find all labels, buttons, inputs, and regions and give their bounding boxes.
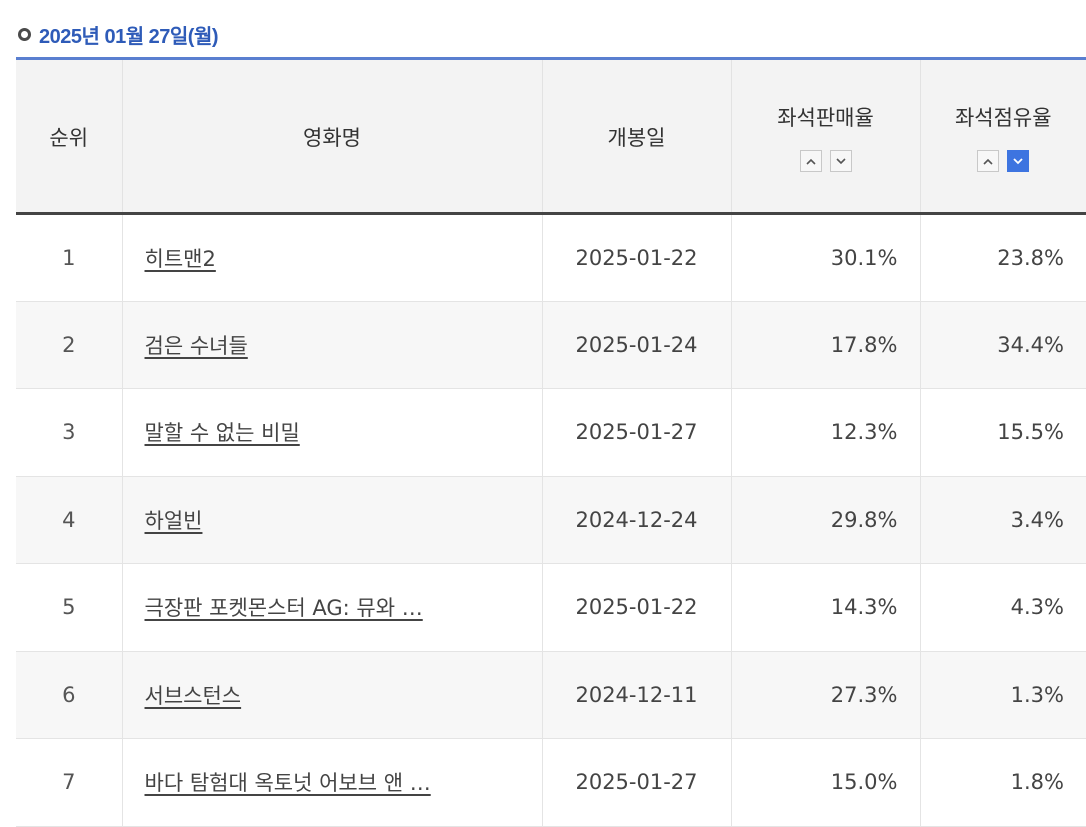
table-row: 2 검은 수녀들 2025-01-24 17.8% 34.4% (16, 301, 1086, 389)
table-row: 1 히트맨2 2025-01-22 30.1% 23.8% (16, 214, 1086, 302)
seat-share-cell: 34.4% (920, 301, 1086, 389)
sales-sort-desc-button[interactable] (830, 150, 852, 172)
seat-sales-cell: 29.8% (731, 476, 920, 564)
col-sales: 좌석판매율 (731, 59, 920, 214)
rank-cell: 2 (16, 301, 122, 389)
seat-share-cell: 1.3% (920, 651, 1086, 739)
share-sort-asc-button[interactable] (977, 150, 999, 172)
ring-icon (18, 28, 31, 41)
chevron-down-icon (1013, 158, 1023, 165)
seat-share-cell: 23.8% (920, 214, 1086, 302)
share-sort-desc-button[interactable] (1007, 150, 1029, 172)
col-share-label: 좌석점유율 (921, 102, 1086, 132)
movie-title-link[interactable]: 말할 수 없는 비밀 (145, 421, 300, 445)
seat-share-table: 순위 영화명 개봉일 좌석판매율 좌석점유율 (16, 57, 1086, 827)
rank-cell: 3 (16, 389, 122, 477)
release-date-cell: 2024-12-11 (542, 651, 731, 739)
table-row: 5 극장판 포켓몬스터 AG: 뮤와 … 2025-01-22 14.3% 4.… (16, 564, 1086, 652)
seat-sales-cell: 12.3% (731, 389, 920, 477)
release-date-cell: 2025-01-27 (542, 389, 731, 477)
col-sales-label: 좌석판매율 (732, 102, 920, 132)
movie-title-link[interactable]: 하얼빈 (145, 509, 203, 533)
seat-share-cell: 1.8% (920, 739, 1086, 827)
movie-title-link[interactable]: 검은 수녀들 (145, 334, 248, 358)
seat-share-cell: 3.4% (920, 476, 1086, 564)
col-release: 개봉일 (542, 59, 731, 214)
seat-sales-cell: 15.0% (731, 739, 920, 827)
movie-title-link[interactable]: 바다 탐험대 옥토넛 어보브 앤 … (145, 771, 431, 795)
rank-cell: 6 (16, 651, 122, 739)
release-date-cell: 2024-12-24 (542, 476, 731, 564)
rank-cell: 1 (16, 214, 122, 302)
release-date-cell: 2025-01-22 (542, 564, 731, 652)
col-share: 좌석점유율 (920, 59, 1086, 214)
rank-cell: 5 (16, 564, 122, 652)
release-date-cell: 2025-01-22 (542, 214, 731, 302)
col-rank: 순위 (16, 59, 122, 214)
sales-sort-asc-button[interactable] (800, 150, 822, 172)
seat-sales-cell: 27.3% (731, 651, 920, 739)
rank-cell: 4 (16, 476, 122, 564)
date-header: 2025년 01월 27일(월) (18, 18, 218, 50)
seat-sales-cell: 14.3% (731, 564, 920, 652)
seat-share-cell: 4.3% (920, 564, 1086, 652)
chevron-up-icon (983, 158, 993, 165)
table-row: 4 하얼빈 2024-12-24 29.8% 3.4% (16, 476, 1086, 564)
release-date-cell: 2025-01-24 (542, 301, 731, 389)
col-title: 영화명 (122, 59, 542, 214)
chevron-up-icon (806, 158, 816, 165)
release-date-cell: 2025-01-27 (542, 739, 731, 827)
date-label: 2025년 01월 27일(월) (39, 20, 218, 49)
table-header-row: 순위 영화명 개봉일 좌석판매율 좌석점유율 (16, 59, 1086, 214)
seat-share-cell: 15.5% (920, 389, 1086, 477)
movie-title-link[interactable]: 극장판 포켓몬스터 AG: 뮤와 … (145, 596, 423, 620)
table-row: 3 말할 수 없는 비밀 2025-01-27 12.3% 15.5% (16, 389, 1086, 477)
table-row: 6 서브스턴스 2024-12-11 27.3% 1.3% (16, 651, 1086, 739)
table-row: 7 바다 탐험대 옥토넛 어보브 앤 … 2025-01-27 15.0% 1.… (16, 739, 1086, 827)
movie-title-link[interactable]: 히트맨2 (145, 247, 216, 271)
seat-sales-cell: 30.1% (731, 214, 920, 302)
movie-title-link[interactable]: 서브스턴스 (145, 684, 242, 708)
seat-sales-cell: 17.8% (731, 301, 920, 389)
chevron-down-icon (836, 158, 846, 165)
rank-cell: 7 (16, 739, 122, 827)
